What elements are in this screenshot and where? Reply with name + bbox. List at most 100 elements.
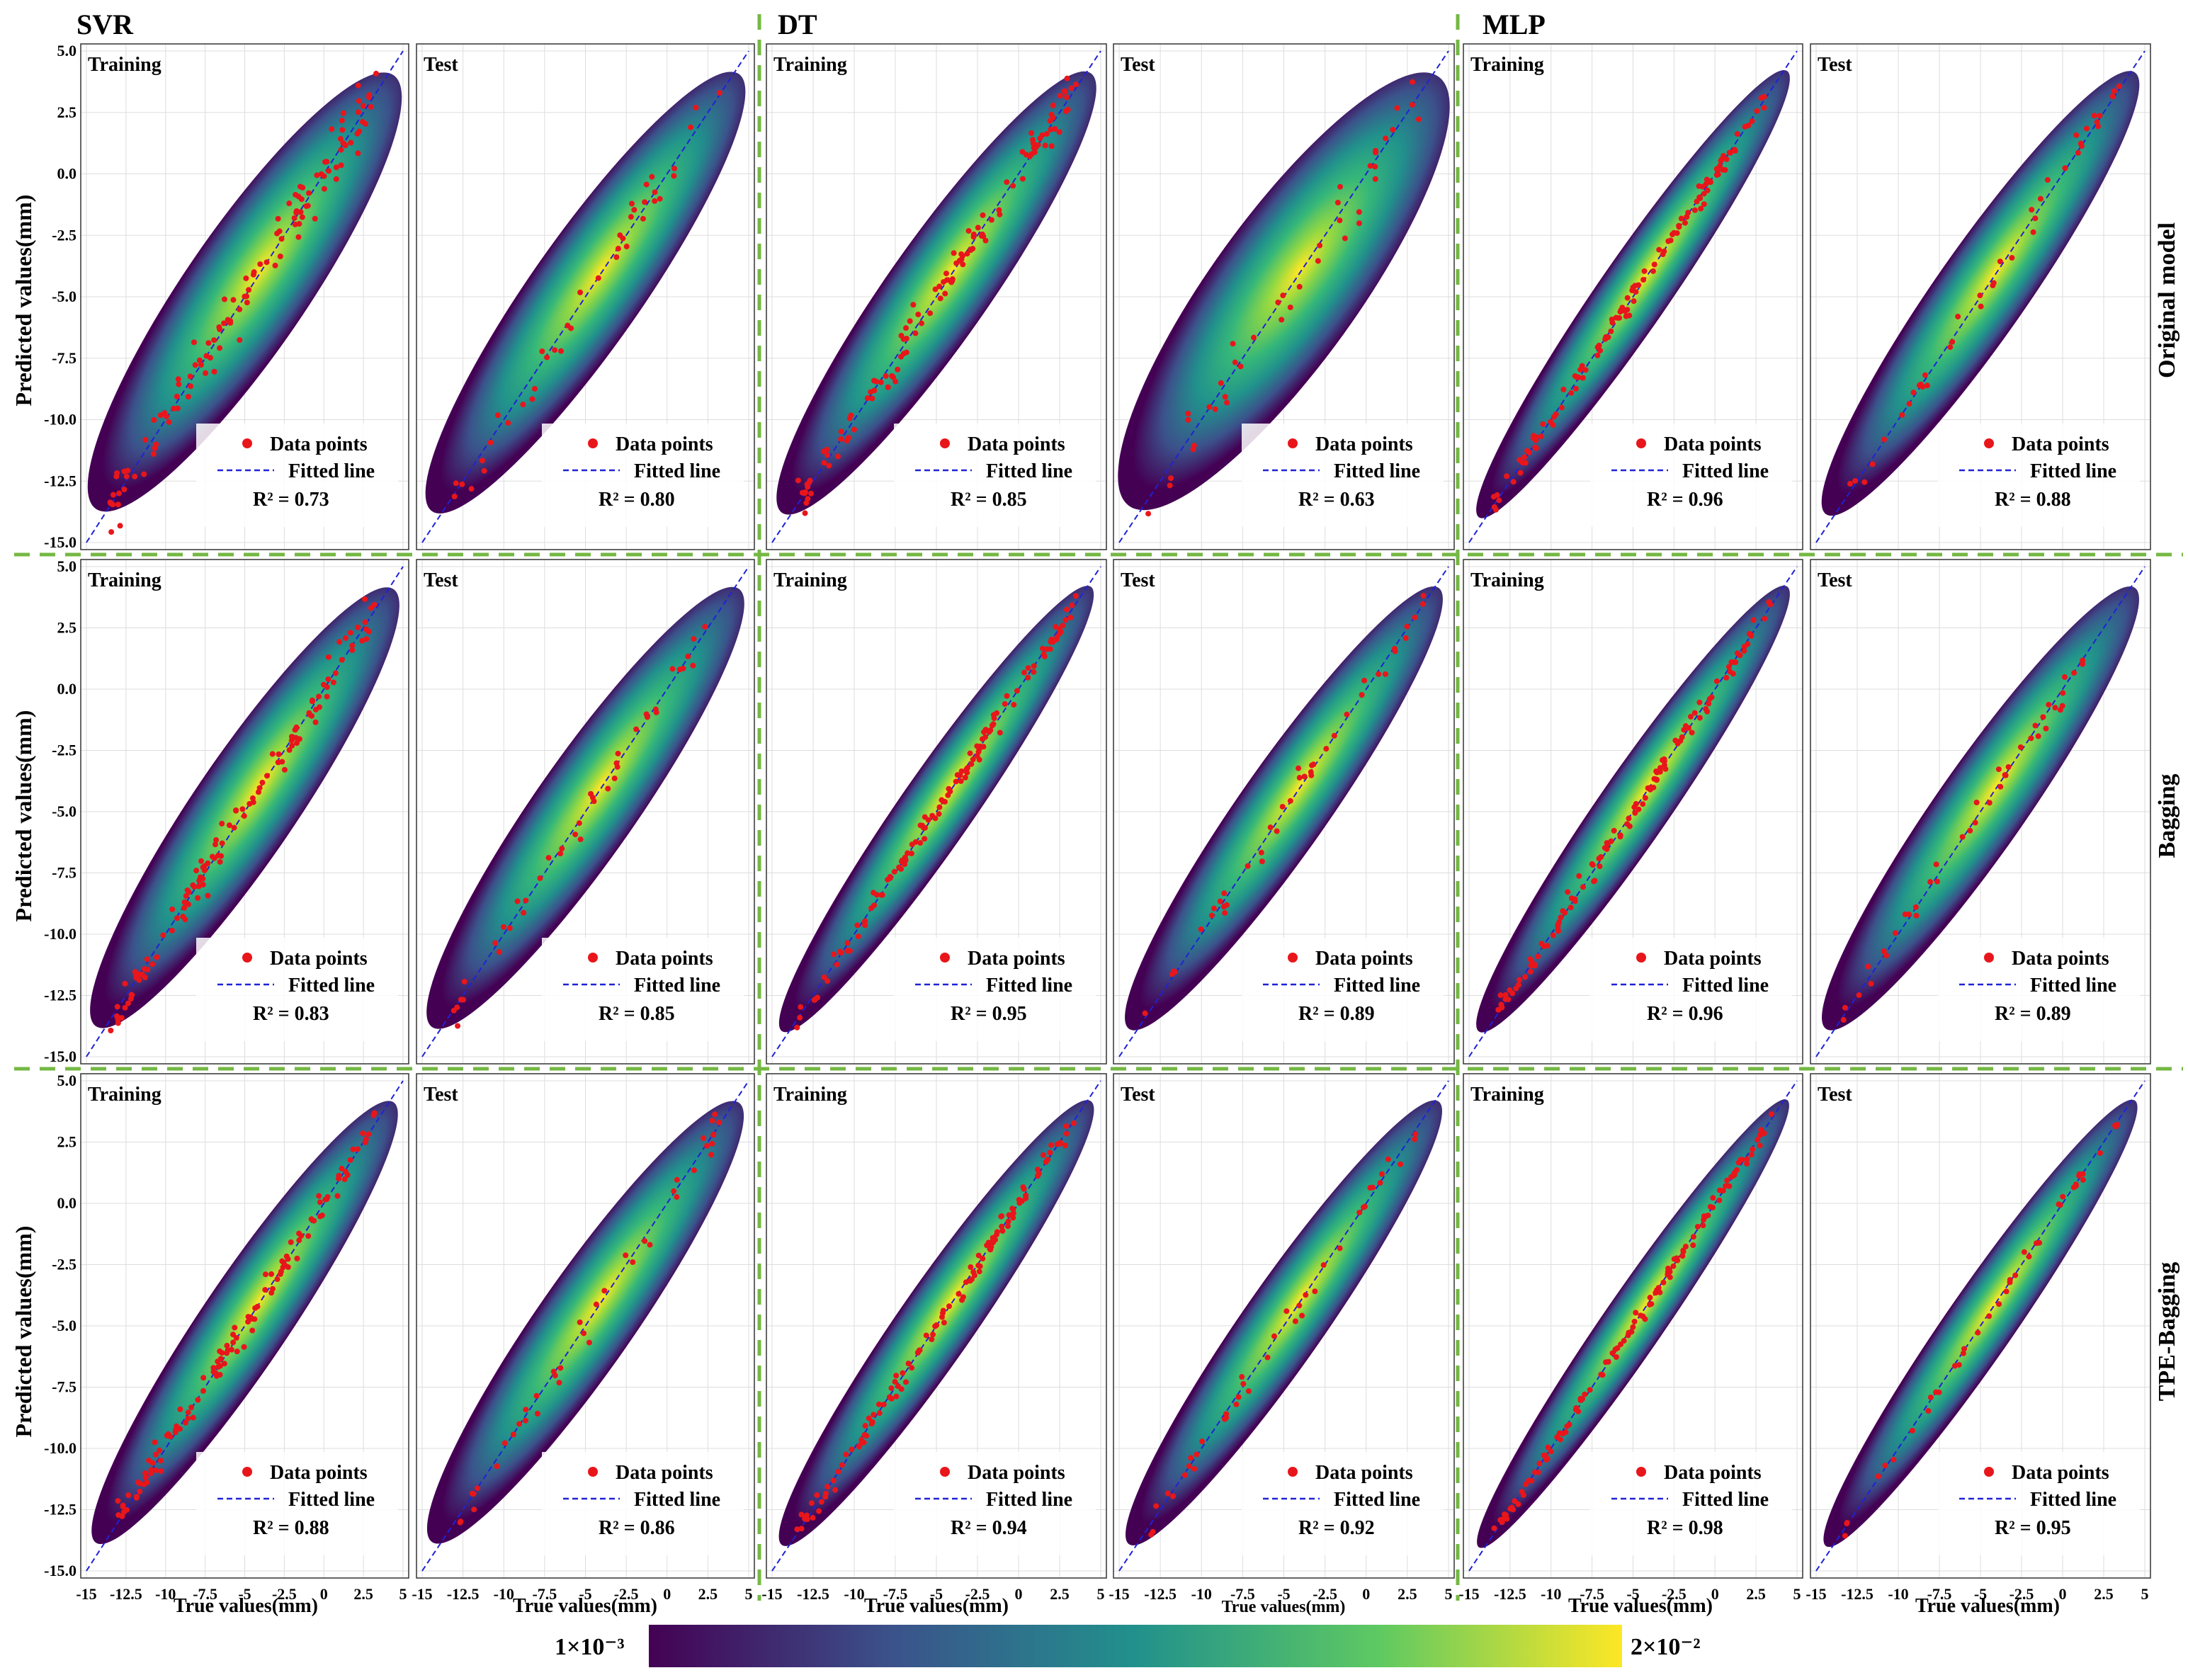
data-point [623, 244, 630, 250]
data-point [321, 186, 327, 192]
data-point [279, 1258, 285, 1264]
data-point [110, 492, 116, 498]
data-point [1420, 593, 1427, 599]
r2-label: R² = 0.88 [1995, 489, 2071, 511]
data-point [1640, 801, 1646, 807]
data-point [848, 412, 854, 419]
data-point [505, 420, 511, 426]
y-tick-label: 2.5 [57, 103, 77, 121]
data-point [1667, 1268, 1673, 1275]
data-point [1019, 176, 1026, 182]
x-tick-label: -5 [238, 1585, 251, 1603]
data-point [2035, 733, 2041, 739]
data-point [1705, 1212, 1711, 1218]
legend-line-label: Fitted line [288, 460, 375, 482]
subset-label: Training [773, 569, 847, 591]
data-point [980, 212, 986, 218]
x-tick-label: -12.5 [1841, 1585, 1874, 1603]
legend-point-marker [1636, 1467, 1646, 1477]
legend-point-marker [242, 1467, 252, 1477]
legend-point-marker [1984, 953, 1994, 963]
data-point [1541, 1452, 1547, 1458]
data-point [1499, 1519, 1505, 1526]
data-point [224, 1342, 230, 1349]
data-point [1670, 231, 1676, 237]
data-point [1927, 1394, 1934, 1400]
data-point [824, 452, 831, 458]
data-point [2003, 1288, 2010, 1295]
data-point [2059, 703, 2065, 709]
data-point [858, 1437, 865, 1443]
data-point [141, 471, 147, 477]
data-point [1630, 284, 1636, 290]
data-point [576, 820, 582, 827]
legend-box [1242, 1452, 1444, 1555]
data-point [122, 980, 128, 987]
panel-frame [1463, 559, 1803, 1065]
data-point [902, 1379, 909, 1385]
data-point [195, 895, 201, 901]
legend-box [894, 938, 1096, 1041]
data-point [1861, 479, 1868, 485]
data-point [611, 776, 618, 782]
y-tick-label: -2.5 [52, 1256, 76, 1273]
data-point [976, 1268, 982, 1275]
data-point [1730, 671, 1736, 677]
data-point [834, 453, 841, 460]
data-point [892, 378, 899, 385]
data-point [687, 124, 693, 130]
x-tick-label: 5 [2141, 1585, 2149, 1603]
plot-area [81, 1074, 409, 1578]
r2-label: R² = 0.96 [1647, 1003, 1723, 1025]
data-point [289, 742, 295, 749]
data-point [1722, 166, 1728, 173]
legend-line-label: Fitted line [986, 975, 1072, 997]
data-point [263, 259, 270, 266]
x-axis-label-col3: True values(mm) [864, 1595, 1009, 1617]
data-point [1221, 890, 1228, 897]
data-point [1910, 390, 1917, 396]
data-point [2032, 215, 2039, 222]
data-point [151, 416, 157, 423]
data-point [1169, 1493, 1176, 1499]
data-point [1748, 1152, 1755, 1158]
data-point [148, 1467, 154, 1473]
density-band [426, 1101, 744, 1544]
data-point [272, 262, 278, 268]
data-point [1902, 911, 1908, 917]
data-point [458, 997, 464, 1003]
data-point [581, 1330, 587, 1336]
data-point [282, 1262, 288, 1268]
data-point [1750, 617, 1757, 623]
data-point [1073, 81, 1079, 88]
data-point [1975, 1329, 1981, 1336]
data-point [1356, 220, 1362, 227]
data-point [1004, 693, 1010, 699]
legend-line-label: Fitted line [634, 975, 720, 997]
data-point [1936, 1389, 1942, 1395]
data-point [1723, 674, 1730, 681]
r2-label: R² = 0.95 [951, 1003, 1027, 1025]
data-point [2061, 674, 2068, 680]
data-point [1517, 470, 1524, 476]
panel-frame [1810, 559, 2151, 1065]
data-point [1651, 261, 1657, 268]
data-point [1744, 1156, 1750, 1162]
data-point [797, 1014, 803, 1021]
data-point [1245, 1388, 1252, 1395]
data-point [339, 657, 345, 663]
y-tick-label: -7.5 [52, 1378, 76, 1396]
data-point [539, 348, 545, 355]
data-point [217, 1371, 223, 1378]
data-point [152, 1467, 159, 1473]
y-tick-label: -7.5 [52, 349, 76, 367]
data-point [1191, 1465, 1198, 1472]
data-point [910, 302, 917, 308]
legend-point-marker [940, 438, 950, 448]
panel-svr-bagging-training: Training Data points Fitted line R² = 0.83 [80, 559, 409, 1065]
legend-points-label: Data points [270, 433, 368, 455]
colorbar-max-label: 2×10⁻² [1631, 1634, 1701, 1660]
data-point [557, 1365, 564, 1371]
data-point [936, 811, 942, 817]
r2-label: R² = 0.86 [599, 1517, 675, 1539]
